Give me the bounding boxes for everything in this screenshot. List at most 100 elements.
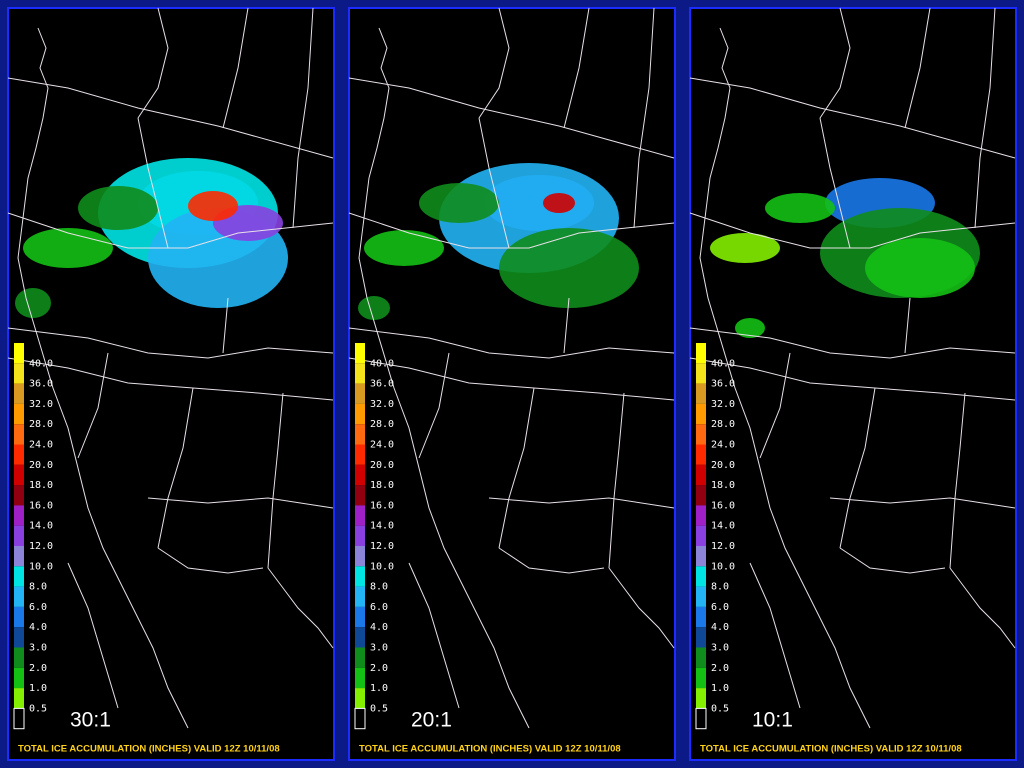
legend-label: 32.0 <box>29 399 53 410</box>
legend-label: 28.0 <box>370 419 394 430</box>
legend-swatch <box>14 403 24 425</box>
legend-label: 6.0 <box>370 602 388 613</box>
legend-label: 6.0 <box>711 602 729 613</box>
boundary-line <box>17 27 189 729</box>
boundary-line <box>839 547 946 574</box>
legend-swatch <box>14 627 24 648</box>
precip-area <box>78 186 158 230</box>
legend-swatch <box>14 383 24 404</box>
legend-swatch <box>696 627 706 648</box>
boundary-line <box>7 357 334 401</box>
legend-swatch <box>14 586 24 607</box>
caption: TOTAL ICE ACCUMULATION (INCHES) VALID 12… <box>359 744 621 755</box>
boundary-line <box>498 387 535 549</box>
precip-area <box>543 193 575 213</box>
boundary-line <box>358 27 530 729</box>
boundary-line <box>137 117 169 249</box>
legend-label: 18.0 <box>370 480 394 491</box>
boundary-line <box>949 392 966 569</box>
boundary-line <box>157 547 264 574</box>
legend-label: 28.0 <box>29 419 53 430</box>
legend-label: 28.0 <box>711 419 735 430</box>
legend-swatch <box>355 688 365 709</box>
legend-swatch <box>696 667 706 689</box>
legend-label: 2.0 <box>29 663 47 674</box>
legend-swatch <box>355 505 365 526</box>
legend-swatch <box>355 546 365 567</box>
legend-swatch <box>355 424 365 445</box>
legend-label: 32.0 <box>370 399 394 410</box>
boundary-line <box>563 7 590 129</box>
legend-label: 36.0 <box>370 379 394 390</box>
boundary-line <box>819 117 851 249</box>
legend-label: 6.0 <box>29 602 47 613</box>
legend-swatch <box>355 667 365 689</box>
boundary-line <box>222 7 249 129</box>
boundary-line <box>478 7 510 119</box>
boundary-line <box>7 77 334 159</box>
legend-label: 1.0 <box>29 683 47 694</box>
boundary-line <box>348 357 675 401</box>
precip-area <box>865 238 975 298</box>
legend-label: 12.0 <box>711 541 735 552</box>
legend-swatch <box>355 586 365 607</box>
ratio-label: 20:1 <box>411 709 452 732</box>
boundary-line <box>819 7 851 119</box>
boundary-line <box>348 327 675 359</box>
boundary-line <box>749 562 801 709</box>
legend-label: 0.5 <box>29 703 47 714</box>
boundary-line <box>563 297 570 354</box>
boundary-line <box>348 212 675 249</box>
boundary-line <box>633 7 655 229</box>
boundary-line <box>608 567 675 649</box>
legend-swatch <box>14 343 24 364</box>
legend-swatch <box>696 383 706 404</box>
legend-swatch <box>696 586 706 607</box>
caption: TOTAL ICE ACCUMULATION (INCHES) VALID 12… <box>18 744 280 755</box>
legend-swatch <box>14 667 24 689</box>
legend-swatch <box>14 485 24 506</box>
boundary-line <box>608 392 625 569</box>
legend-label: 4.0 <box>711 622 729 633</box>
legend-swatch <box>696 403 706 425</box>
ratio-label: 30:1 <box>70 709 111 732</box>
legend-swatch <box>355 444 365 465</box>
legend-swatch <box>696 566 706 587</box>
precip-area <box>765 193 835 223</box>
legend-label: 36.0 <box>29 379 53 390</box>
legend-swatch <box>354 707 366 730</box>
boundary-line <box>147 497 334 509</box>
legend-label: 40.0 <box>370 358 394 369</box>
legend-swatch <box>696 424 706 445</box>
legend-label: 3.0 <box>711 643 729 654</box>
legend-swatch <box>14 525 24 546</box>
precip-area <box>735 318 765 338</box>
legend-label: 10.0 <box>370 561 394 572</box>
legend-label: 20.0 <box>711 460 735 471</box>
legend-swatch <box>696 546 706 567</box>
boundary-line <box>498 547 605 574</box>
boundary-line <box>759 352 791 459</box>
boundary-line <box>222 297 229 354</box>
boundary-line <box>488 497 675 509</box>
precip-area <box>358 296 390 320</box>
legend-swatch <box>13 707 25 730</box>
legend-label: 10.0 <box>29 561 53 572</box>
legend-label: 32.0 <box>711 399 735 410</box>
legend-label: 0.5 <box>711 703 729 714</box>
boundary-line <box>699 27 871 729</box>
legend-swatch <box>696 688 706 709</box>
precip-area <box>23 228 113 268</box>
boundary-line <box>689 357 1016 401</box>
legend-label: 18.0 <box>711 480 735 491</box>
legend-swatch <box>14 464 24 486</box>
legend-swatch <box>14 566 24 587</box>
precip-area <box>499 228 639 308</box>
legend-label: 3.0 <box>370 643 388 654</box>
legend-swatch <box>355 403 365 425</box>
legend-swatch <box>355 566 365 587</box>
legend-swatch <box>14 363 24 384</box>
precip-area <box>364 230 444 266</box>
precip-area <box>710 233 780 263</box>
